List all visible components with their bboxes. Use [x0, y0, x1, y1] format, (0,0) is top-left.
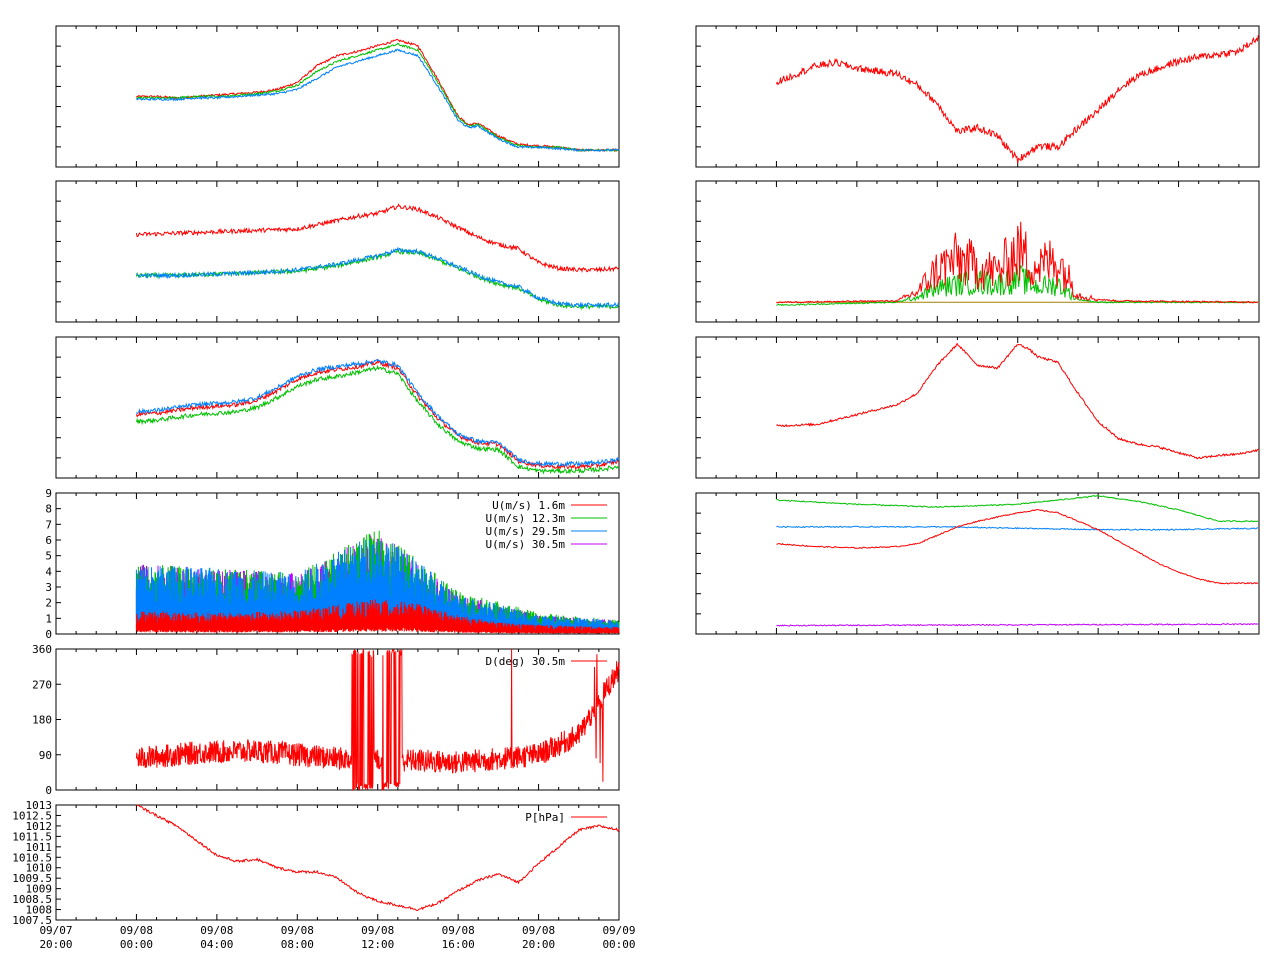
- x-tick-time: 16:00: [442, 938, 475, 951]
- right-3-panel: [695, 336, 1260, 479]
- y-tick-label: 0: [45, 628, 52, 641]
- x-tick-date: 09/07: [39, 924, 72, 937]
- y-tick-label: 1012: [26, 820, 53, 833]
- x-tick-time: 20:00: [522, 938, 555, 951]
- y-tick-label: 1009: [26, 883, 53, 896]
- y-tick-label: 6: [45, 534, 52, 547]
- left-6-panel: 1007.510081008.510091009.510101010.51011…: [12, 799, 635, 951]
- y-tick-label: 9: [45, 487, 52, 500]
- x-tick-time: 00:00: [602, 938, 635, 951]
- y-tick-label: 1010: [26, 862, 53, 875]
- legend-label: U(m/s) 30.5m: [486, 538, 566, 551]
- right-4-panel: [695, 492, 1260, 635]
- left-3-panel: [55, 336, 620, 479]
- right-1-frame: [695, 25, 1260, 168]
- right-1-panel: [695, 25, 1260, 168]
- y-tick-label: 270: [32, 678, 52, 691]
- legend-label: U(m/s) 12.3m: [486, 512, 566, 525]
- y-tick-label: 1008: [26, 904, 53, 917]
- y-tick-label: 1010.5: [12, 851, 52, 864]
- y-tick-label: 360: [32, 643, 52, 656]
- left-3-frame: [55, 336, 620, 479]
- right-3-series-red: [776, 343, 1260, 460]
- x-tick-time: 08:00: [281, 938, 314, 951]
- y-tick-label: 7: [45, 518, 52, 531]
- legend-label: U(m/s) 1.6m: [492, 499, 565, 512]
- left-2-frame: [55, 180, 620, 323]
- left-5-frame: [55, 648, 620, 791]
- right-3-frame: [695, 336, 1260, 479]
- right-4-series-purple: [776, 623, 1259, 627]
- left-1-series-blue: [135, 48, 620, 152]
- x-tick-date: 09/08: [442, 924, 475, 937]
- x-tick-date: 09/08: [522, 924, 555, 937]
- legend-label: P[hPa]: [525, 811, 565, 824]
- left-2-panel: [55, 180, 620, 323]
- left-2-series-blue: [135, 246, 620, 310]
- right-1-series-red: [775, 34, 1260, 164]
- left-1-panel: [55, 25, 620, 168]
- legend-label: D(deg) 30.5m: [486, 655, 566, 668]
- y-tick-label: 4: [45, 565, 52, 578]
- left-2-series-red: [135, 203, 620, 274]
- legend-label: U(m/s) 29.5m: [486, 525, 566, 538]
- x-tick-date: 09/08: [361, 924, 394, 937]
- wind-speed-series-red: [135, 599, 620, 634]
- left-3-series-green: [135, 364, 620, 475]
- x-tick-time: 00:00: [120, 938, 153, 951]
- x-tick-date: 09/08: [200, 924, 233, 937]
- y-tick-label: 3: [45, 581, 52, 594]
- y-tick-label: 90: [39, 749, 52, 762]
- left-1-series-red: [136, 38, 620, 153]
- y-tick-label: 1: [45, 612, 52, 625]
- right-4-series-red: [776, 508, 1259, 585]
- right-4-series-green: [776, 494, 1259, 523]
- x-tick-time: 20:00: [39, 938, 72, 951]
- x-tick-time: 04:00: [200, 938, 233, 951]
- left-1-series-green: [136, 42, 620, 153]
- y-tick-label: 8: [45, 503, 52, 516]
- right-2-panel: [695, 180, 1260, 323]
- y-tick-label: 2: [45, 597, 52, 610]
- y-tick-label: 1008.5: [12, 893, 52, 906]
- right-2-series-red: [776, 221, 1259, 304]
- y-tick-label: 1009.5: [12, 872, 52, 885]
- y-tick-label: 1013: [26, 799, 53, 812]
- y-tick-label: 1012.5: [12, 809, 52, 822]
- x-tick-time: 12:00: [361, 938, 394, 951]
- y-tick-label: 5: [45, 550, 52, 563]
- pressure-series: [136, 804, 620, 912]
- left-5-panel: 0 90 180 270 360 D(deg) 30.5m: [32, 643, 620, 797]
- x-tick-date: 09/08: [120, 924, 153, 937]
- left-2-series-green: [135, 247, 620, 311]
- y-tick-label: 1011.5: [12, 830, 52, 843]
- right-4-series-blue: [776, 525, 1259, 531]
- right-4-frame: [695, 492, 1260, 635]
- wind-direction-series: [135, 647, 620, 791]
- y-tick-label: 0: [45, 784, 52, 797]
- x-tick-date: 09/09: [602, 924, 635, 937]
- y-tick-label: 1011: [26, 841, 53, 854]
- left-3-series-blue: [135, 358, 620, 468]
- left-3-series-red: [135, 358, 620, 471]
- y-tick-label: 1007.5: [12, 914, 52, 927]
- x-tick-date: 09/08: [281, 924, 314, 937]
- y-tick-label: 180: [32, 714, 52, 727]
